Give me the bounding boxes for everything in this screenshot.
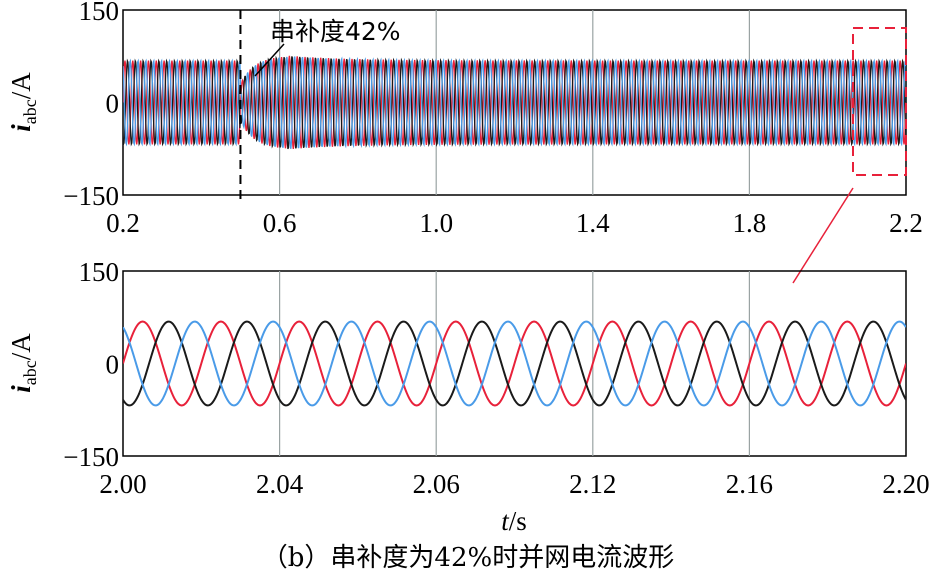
x-tick-label: 2.04 (256, 469, 304, 499)
x-tick-label: 2.20 (882, 469, 929, 499)
y-tick-label: 0 (106, 350, 120, 380)
y-tick-label: 150 (79, 0, 120, 26)
phase-current-series-2 (123, 320, 906, 407)
phase-current-series-1 (123, 320, 906, 407)
y-tick-label: 150 (79, 257, 120, 287)
bottom-x-axis-label: t/s (501, 506, 527, 536)
bottom-x-tick-labels: 2.00 2.04 2.06 2.12 2.16 2.20 (99, 469, 929, 499)
x-tick-label: 2.12 (569, 469, 616, 499)
x-tick-label: 2.2 (889, 208, 923, 238)
annotation-leader-line (254, 43, 285, 77)
top-panel: 串补度42% 150 0 −150 0.2 0.6 1.0 1.4 1.8 2.2 iabc/… (6, 0, 923, 238)
x-tick-label: 2.06 (413, 469, 460, 499)
top-y-tick-labels: 150 0 −150 (63, 0, 119, 211)
zoom-connector-line (792, 187, 854, 284)
x-tick-label: 1.0 (419, 208, 453, 238)
x-tick-label: 0.6 (263, 208, 297, 238)
top-x-tick-labels: 0.2 0.6 1.0 1.4 1.8 2.2 (106, 208, 923, 238)
bottom-y-tick-labels: 150 0 −150 (63, 257, 119, 472)
x-tick-label: 2.16 (726, 469, 773, 499)
phase-current-series-1 (123, 55, 906, 149)
bottom-series-group (123, 320, 906, 407)
y-tick-label: 0 (106, 89, 120, 119)
x-tick-label: 1.4 (576, 208, 610, 238)
phase-current-series-2 (123, 55, 906, 150)
y-tick-label: −150 (63, 442, 119, 472)
top-y-axis-label: iabc/A (6, 72, 40, 132)
phase-current-series-3 (123, 56, 906, 149)
bottom-panel: 150 0 −150 2.00 2.04 2.06 2.12 2.16 2.20 iabc/A… (6, 257, 930, 536)
figure-caption: （b）串补度为42%时并网电流波形 (262, 543, 674, 573)
x-tick-label: 2.00 (99, 469, 146, 499)
x-tick-label: 0.2 (106, 208, 140, 238)
top-series-group (123, 55, 906, 150)
y-tick-label: −150 (63, 181, 119, 211)
x-tick-label: 1.8 (733, 208, 767, 238)
annotation-label: 串补度42% (270, 17, 401, 46)
phase-current-series-3 (123, 320, 906, 407)
bottom-y-axis-label: iabc/A (6, 333, 40, 393)
zoom-window-box (852, 27, 907, 176)
